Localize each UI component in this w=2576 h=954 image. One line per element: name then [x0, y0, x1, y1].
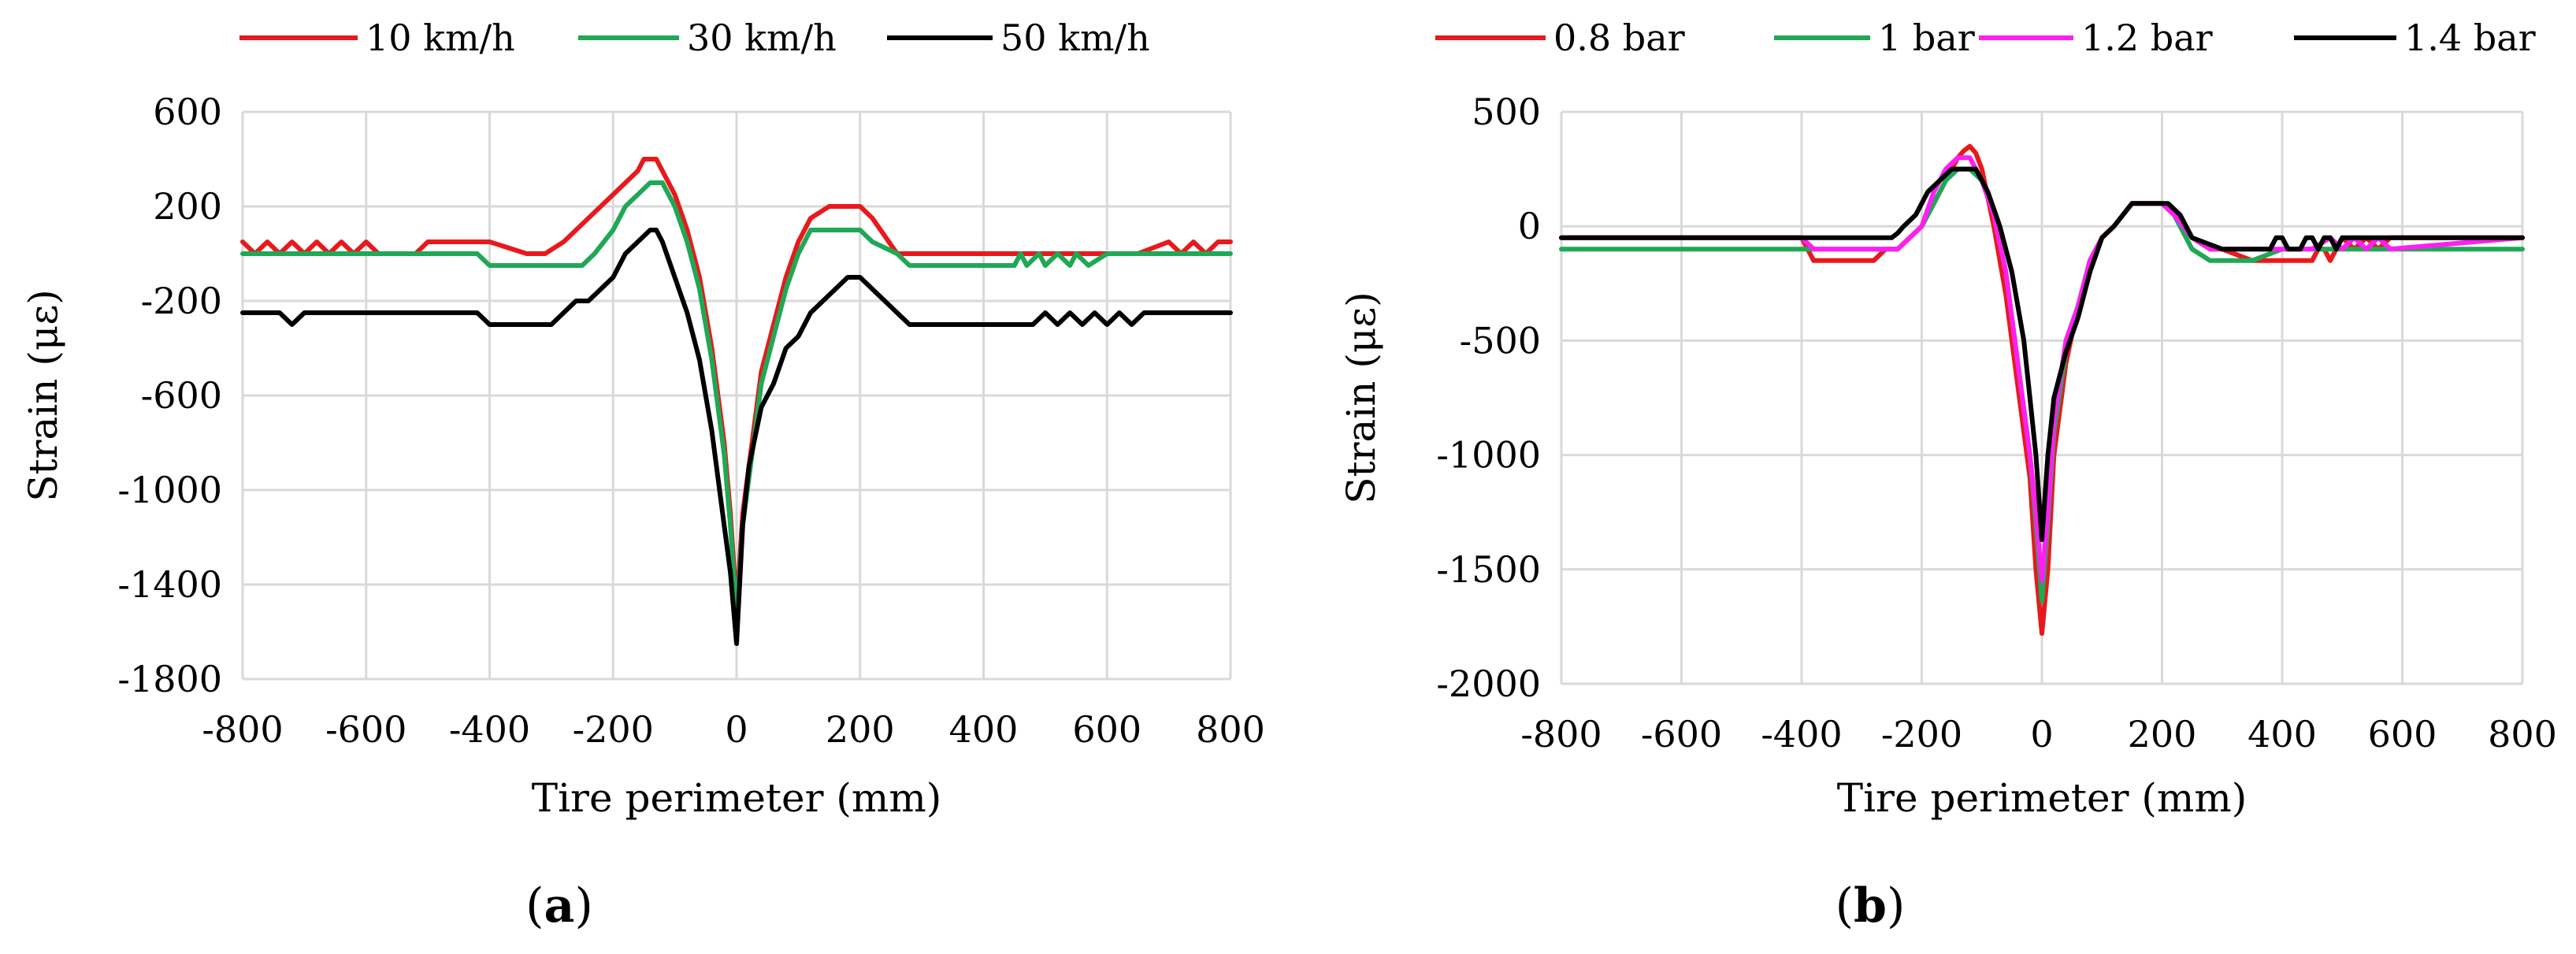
x-tick-label: -600 — [325, 708, 406, 751]
chart-panel-a: 600 200 -200 -600 -1000 -1400 -1800 -800 -600 -40… — [20, 17, 1265, 934]
legend-label: 0.8 bar — [1553, 17, 1685, 59]
y-axis-title: Strain (με) — [20, 289, 66, 502]
legend-label: 30 km/h — [687, 17, 837, 59]
y-tick-label: -600 — [141, 374, 222, 417]
x-axis-title: Tire perimeter (mm) — [532, 775, 942, 821]
x-tick-label: 400 — [949, 708, 1019, 751]
x-tick-label: 0 — [2030, 713, 2053, 755]
y-tick-label: 600 — [153, 91, 222, 133]
y-tick-label: 0 — [1518, 205, 1541, 247]
y-axis-title: Strain (με) — [1338, 291, 1384, 504]
series-line-1-4-bar — [1559, 166, 2525, 542]
x-tick-label: -800 — [1520, 713, 1602, 755]
legend-label: 1.2 bar — [2081, 17, 2213, 59]
y-tick-label: 500 — [1472, 91, 1541, 133]
legend-label: 10 km/h — [366, 17, 515, 59]
x-tick-label: 800 — [2488, 713, 2557, 755]
y-tick-label: -1500 — [1436, 548, 1541, 591]
series-line-50-km-h — [240, 228, 1233, 646]
x-tick-label: -800 — [202, 708, 283, 751]
x-tick-label: 0 — [725, 708, 748, 751]
x-tick-label: 200 — [826, 708, 895, 751]
x-tick-label: 800 — [1196, 708, 1265, 751]
x-tick-label: 200 — [2128, 713, 2197, 755]
x-tick-label: 400 — [2248, 713, 2317, 755]
x-tick-label: 600 — [1072, 708, 1141, 751]
y-tick-label: -500 — [1460, 319, 1541, 362]
x-axis-title: Tire perimeter (mm) — [1837, 775, 2248, 821]
y-tick-label: -1800 — [117, 658, 222, 700]
x-tick-label: -400 — [1761, 713, 1842, 755]
x-tick-label: -600 — [1641, 713, 1722, 755]
x-tick-label: 600 — [2368, 713, 2437, 755]
legend-label: 50 km/h — [1000, 17, 1150, 59]
y-tick-label: 200 — [153, 185, 222, 228]
x-tick-label: -400 — [449, 708, 530, 751]
y-tick-label: -2000 — [1436, 663, 1541, 705]
y-tick-label: -200 — [141, 280, 222, 322]
panel-label: (b) — [1835, 878, 1906, 934]
y-tick-label: -1400 — [117, 563, 222, 606]
x-tick-label: -200 — [1881, 713, 1962, 755]
legend-label: 1.4 bar — [2404, 17, 2536, 59]
y-tick-label: -1000 — [117, 469, 222, 511]
panel-label: (a) — [525, 878, 593, 934]
legend-label: 1 bar — [1878, 17, 1975, 59]
x-tick-label: -200 — [573, 708, 654, 751]
y-tick-label: -1000 — [1436, 434, 1541, 477]
